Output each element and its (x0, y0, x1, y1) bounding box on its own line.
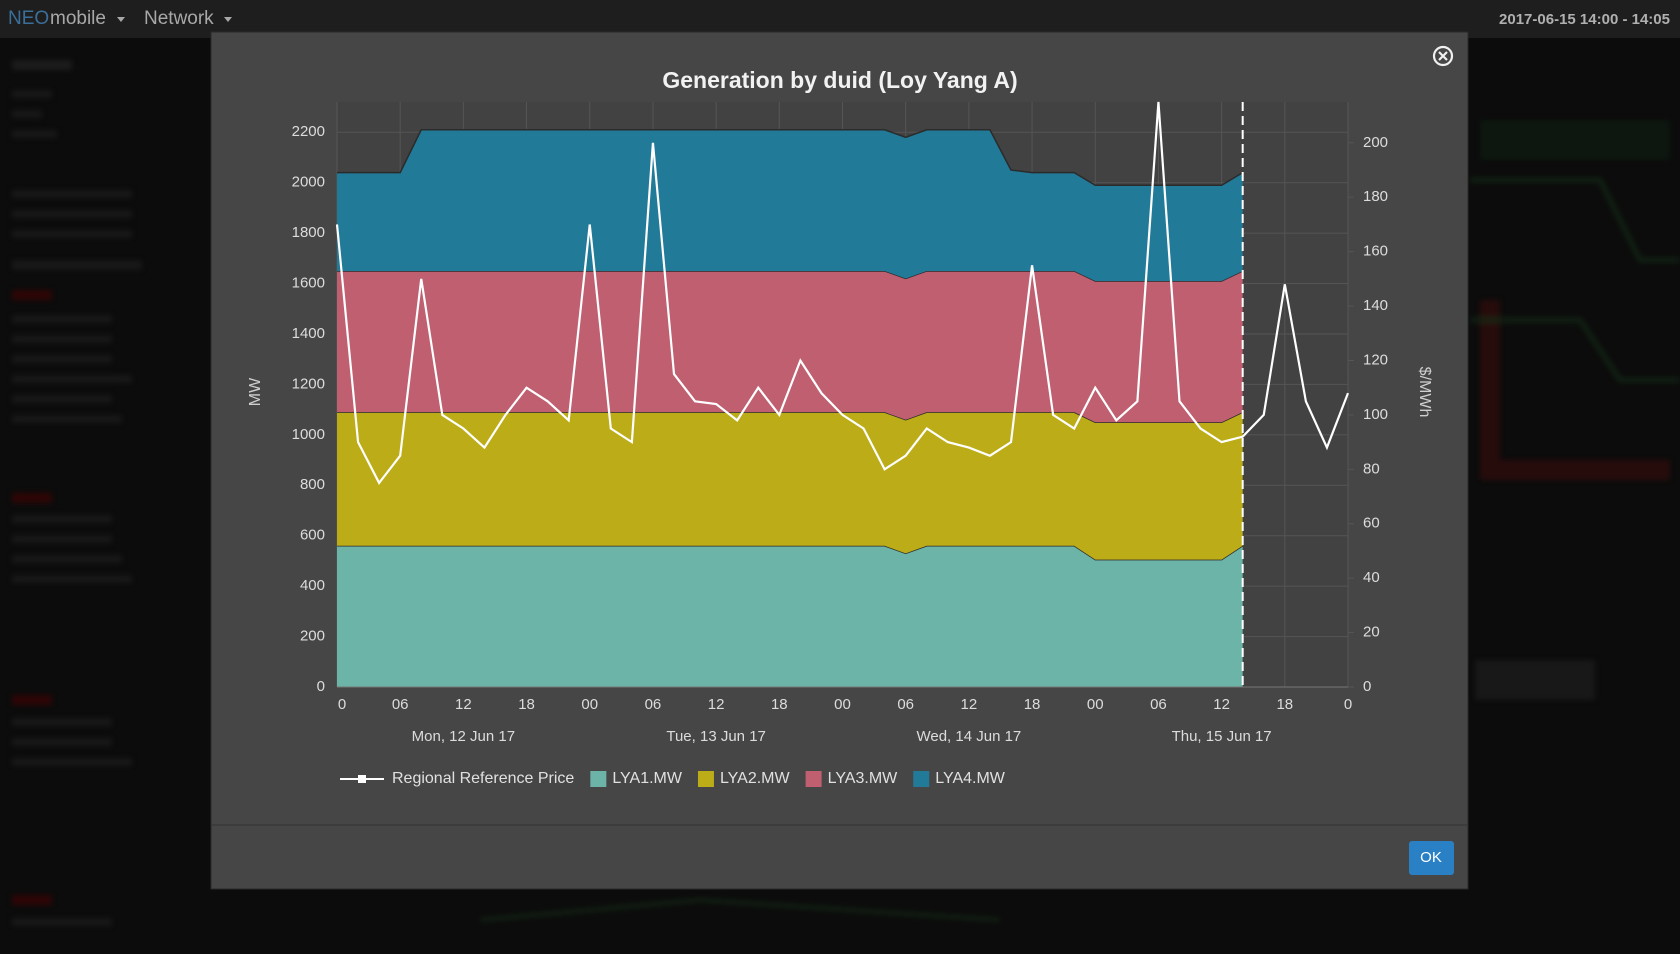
legend-label: Regional Reference Price (392, 770, 574, 787)
legend: Regional Reference Price LYA1.MW LYA2.MW LY… (340, 770, 1006, 787)
legend-label: LYA2.MW (720, 770, 791, 787)
area (337, 129, 1243, 282)
y2-tick-label: 100 (1363, 406, 1388, 423)
area (337, 412, 1243, 560)
x-tick-label: 18 (771, 696, 788, 713)
y-tick-label: 600 (300, 527, 325, 544)
area (337, 545, 1243, 687)
y2-tick-label: 160 (1363, 243, 1388, 260)
x-tick-label: 06 (897, 696, 914, 713)
y2-tick-label: 140 (1363, 297, 1388, 314)
x-tick-label: 12 (961, 696, 978, 713)
legend-label: LYA4.MW (935, 770, 1006, 787)
x-tick-label: 18 (1024, 696, 1041, 713)
x-tick-label: 00 (834, 696, 851, 713)
y-tick-label: 1600 (292, 275, 325, 292)
y-axis-title: MW (247, 377, 264, 406)
y-tick-label: 1200 (292, 375, 325, 392)
y2-axis-title: $/MWh (1416, 367, 1433, 418)
y2-tick-label: 120 (1363, 351, 1388, 368)
brand-prefix[interactable]: NEO (8, 8, 49, 29)
y-tick-label: 1000 (292, 426, 325, 443)
blurred-background (12, 60, 1680, 926)
y-tick-label: 800 (300, 476, 325, 493)
close-button[interactable] (1432, 45, 1454, 67)
x-tick-label: 06 (392, 696, 409, 713)
y2-tick-label: 200 (1363, 134, 1388, 151)
x-tick-label: 18 (1276, 696, 1293, 713)
x-tick-label: 06 (645, 696, 662, 713)
close-icon[interactable] (1432, 45, 1454, 67)
y-tick-label: 200 (300, 628, 325, 645)
x-tick-label: 0 (338, 696, 346, 713)
brand-name[interactable]: mobile (50, 8, 106, 29)
chart-title: Generation by duid (Loy Yang A) (662, 67, 1017, 93)
area (337, 270, 1243, 423)
plot: 0200400600800100012001400160018002000220… (292, 101, 1388, 745)
y2-tick-label: 20 (1363, 624, 1380, 641)
y2-tick-label: 80 (1363, 460, 1380, 477)
y-tick-label: 400 (300, 577, 325, 594)
x-tick-label: 00 (581, 696, 598, 713)
x-tick-label: 12 (708, 696, 725, 713)
day-label: Tue, 13 Jun 17 (666, 728, 766, 745)
day-label: Wed, 14 Jun 17 (916, 728, 1021, 745)
legend-swatch (697, 771, 714, 787)
ok-button[interactable] (1409, 841, 1454, 875)
area-edge (337, 128, 1244, 186)
nav-menu[interactable]: Network (144, 8, 214, 29)
dropdown-caret (224, 17, 232, 22)
y-tick-label: 1400 (292, 325, 325, 342)
y-tick-label: 0 (317, 678, 325, 695)
y2-tick-label: 60 (1363, 515, 1380, 532)
ok-button-label[interactable]: OK (1420, 849, 1442, 866)
y2-tick-label: 40 (1363, 569, 1380, 586)
time-range: 2017-06-15 14:00 - 14:05 (1499, 11, 1670, 28)
x-tick-label: 12 (1213, 696, 1230, 713)
x-tick-label: 00 (1087, 696, 1104, 713)
y-tick-label: 2000 (292, 174, 325, 191)
legend-swatch (913, 771, 930, 787)
dropdown-caret (117, 17, 125, 22)
y-tick-label: 2200 (292, 123, 325, 140)
day-label: Thu, 15 Jun 17 (1172, 728, 1272, 745)
legend-swatch (590, 771, 607, 787)
price-line (335, 101, 1350, 485)
legend-label: LYA1.MW (612, 770, 683, 787)
day-label: Mon, 12 Jun 17 (412, 728, 515, 745)
x-tick-label: 18 (518, 696, 535, 713)
x-tick-label: 12 (455, 696, 472, 713)
y2-tick-label: 0 (1363, 678, 1371, 695)
legend-marker (358, 775, 366, 783)
x-tick-label: 0 (1344, 696, 1352, 713)
close-cross[interactable] (1438, 51, 1448, 61)
x-tick-label: 06 (1150, 696, 1167, 713)
legend-label: LYA3.MW (828, 770, 899, 787)
y-tick-label: 1800 (292, 224, 325, 241)
legend-swatch (805, 771, 822, 787)
y2-tick-label: 180 (1363, 188, 1388, 205)
